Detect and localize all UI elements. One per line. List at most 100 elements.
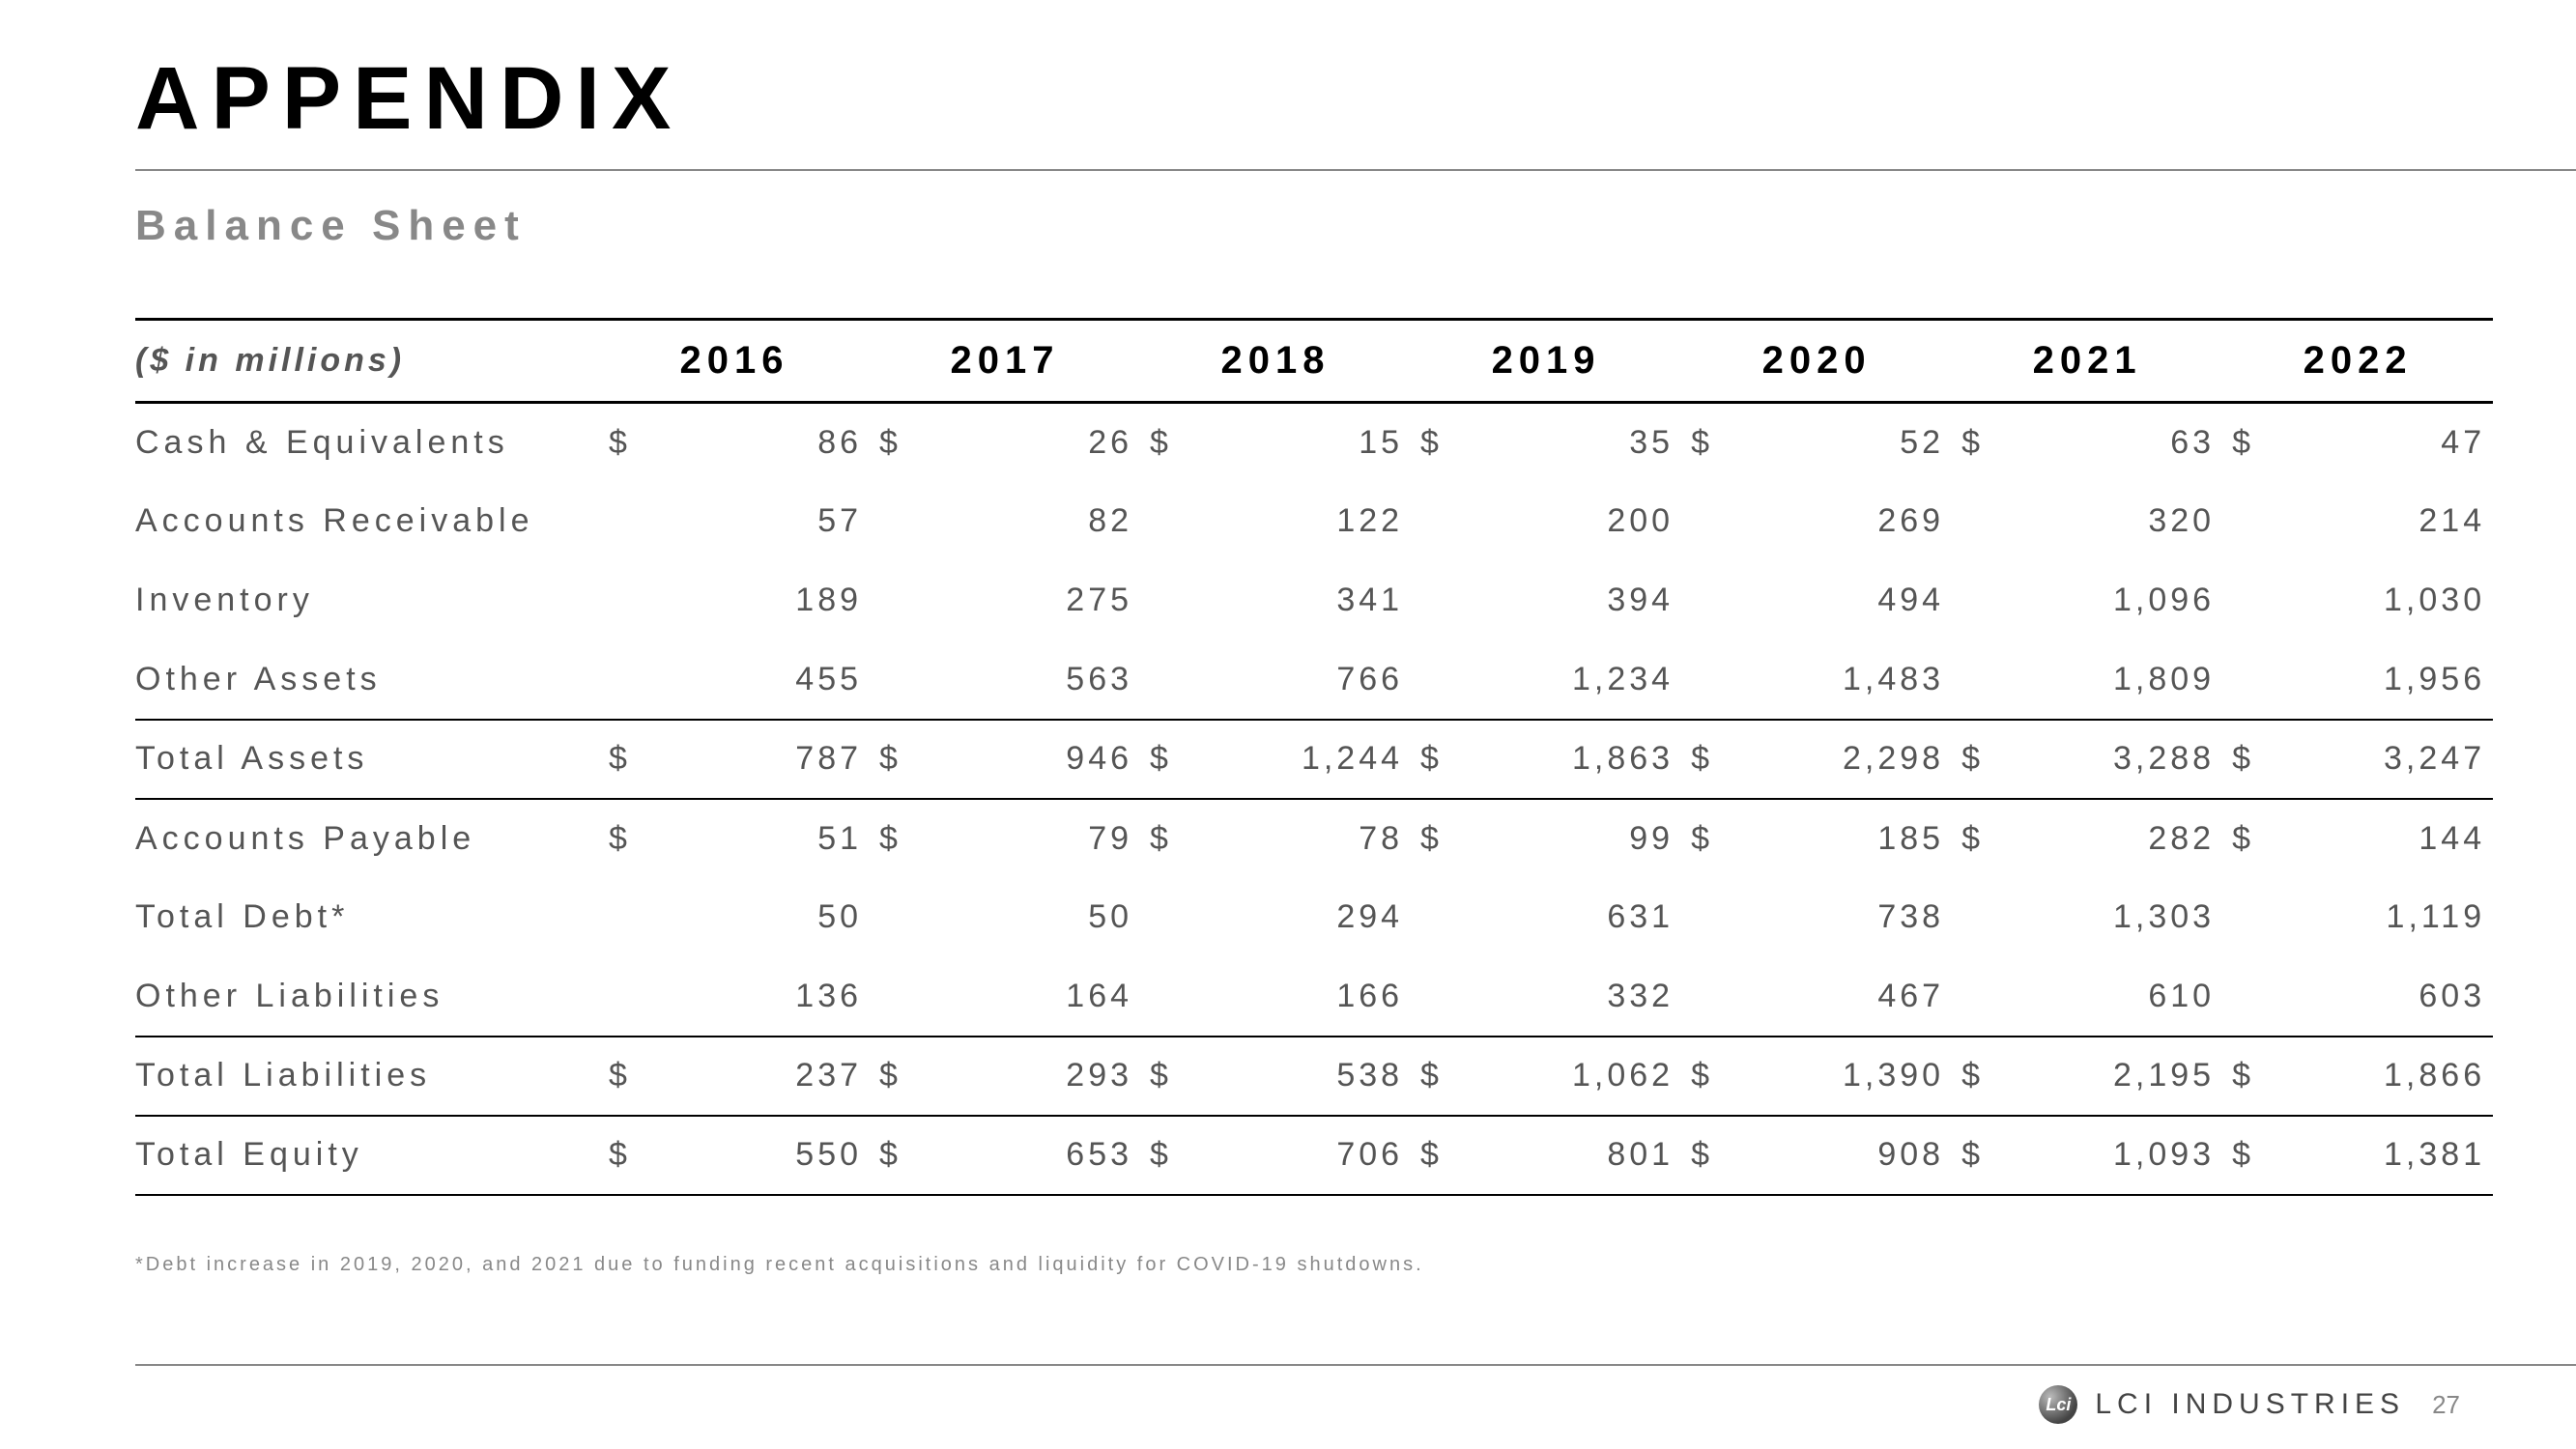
table-row: Other Assets4555637661,2341,4831,8091,95… <box>135 640 2493 720</box>
cell-value: 787 <box>647 720 870 799</box>
currency-symbol: $ <box>599 403 647 482</box>
cell-value: 455 <box>647 640 870 720</box>
currency-symbol <box>1411 640 1459 720</box>
currency-symbol <box>1140 482 1188 561</box>
cell-value: 1,390 <box>1730 1037 1952 1116</box>
cell-value: 189 <box>647 561 870 640</box>
cell-value: 50 <box>647 878 870 957</box>
currency-symbol <box>599 482 647 561</box>
currency-symbol: $ <box>1140 1037 1188 1116</box>
currency-symbol: $ <box>1952 1037 2000 1116</box>
currency-symbol <box>599 561 647 640</box>
cell-value: 394 <box>1459 561 1681 640</box>
currency-symbol: $ <box>870 1116 918 1195</box>
currency-symbol: $ <box>870 799 918 878</box>
cell-value: 1,381 <box>2271 1116 2493 1195</box>
cell-value: 282 <box>2000 799 2222 878</box>
subtitle: Balance Sheet <box>135 202 2441 250</box>
cell-value: 51 <box>647 799 870 878</box>
currency-symbol: $ <box>1411 720 1459 799</box>
cell-value: 79 <box>918 799 1140 878</box>
cell-value: 47 <box>2271 403 2493 482</box>
cell-value: 706 <box>1188 1116 1411 1195</box>
cell-value: 946 <box>918 720 1140 799</box>
cell-value: 341 <box>1188 561 1411 640</box>
cell-value: 766 <box>1188 640 1411 720</box>
logo-icon: Lci <box>2039 1385 2077 1424</box>
currency-symbol: $ <box>599 1037 647 1116</box>
cell-value: 293 <box>918 1037 1140 1116</box>
currency-symbol: $ <box>1681 799 1730 878</box>
currency-symbol <box>1952 482 2000 561</box>
currency-symbol <box>870 561 918 640</box>
cell-value: 1,809 <box>2000 640 2222 720</box>
cell-value: 200 <box>1459 482 1681 561</box>
currency-symbol: $ <box>1140 799 1188 878</box>
table-row: Inventory1892753413944941,0961,030 <box>135 561 2493 640</box>
currency-symbol <box>1140 640 1188 720</box>
row-label: Cash & Equivalents <box>135 403 599 482</box>
row-label: Total Equity <box>135 1116 599 1195</box>
currency-symbol <box>1681 561 1730 640</box>
currency-symbol: $ <box>2222 720 2271 799</box>
cell-value: 538 <box>1188 1037 1411 1116</box>
table-head: ($ in millions) 2016 2017 2018 2019 2020… <box>135 320 2493 403</box>
currency-symbol <box>2222 957 2271 1037</box>
cell-value: 1,956 <box>2271 640 2493 720</box>
row-label: Total Liabilities <box>135 1037 599 1116</box>
currency-symbol: $ <box>1952 799 2000 878</box>
currency-symbol <box>599 878 647 957</box>
cell-value: 563 <box>918 640 1140 720</box>
col-year: 2020 <box>1681 320 1952 403</box>
currency-symbol <box>870 957 918 1037</box>
cell-value: 144 <box>2271 799 2493 878</box>
currency-symbol <box>2222 482 2271 561</box>
cell-value: 2,195 <box>2000 1037 2222 1116</box>
cell-value: 3,288 <box>2000 720 2222 799</box>
currency-symbol: $ <box>1952 1116 2000 1195</box>
row-label: Inventory <box>135 561 599 640</box>
cell-value: 738 <box>1730 878 1952 957</box>
currency-symbol: $ <box>1681 403 1730 482</box>
currency-symbol: $ <box>1681 1037 1730 1116</box>
page-title: APPENDIX <box>135 48 2441 150</box>
footnote: *Debt increase in 2019, 2020, and 2021 d… <box>135 1254 2441 1276</box>
cell-value: 1,866 <box>2271 1037 2493 1116</box>
cell-value: 99 <box>1459 799 1681 878</box>
currency-symbol <box>1681 957 1730 1037</box>
cell-value: 52 <box>1730 403 1952 482</box>
row-label: Total Assets <box>135 720 599 799</box>
units-label: ($ in millions) <box>135 320 599 403</box>
currency-symbol: $ <box>1952 720 2000 799</box>
currency-symbol: $ <box>870 1037 918 1116</box>
cell-value: 164 <box>918 957 1140 1037</box>
currency-symbol <box>2222 878 2271 957</box>
cell-value: 2,298 <box>1730 720 1952 799</box>
cell-value: 467 <box>1730 957 1952 1037</box>
currency-symbol <box>1411 561 1459 640</box>
row-label: Other Assets <box>135 640 599 720</box>
cell-value: 1,096 <box>2000 561 2222 640</box>
currency-symbol <box>1681 878 1730 957</box>
currency-symbol <box>1411 482 1459 561</box>
currency-symbol: $ <box>1411 1037 1459 1116</box>
currency-symbol: $ <box>1140 1116 1188 1195</box>
row-label: Total Debt* <box>135 878 599 957</box>
cell-value: 26 <box>918 403 1140 482</box>
currency-symbol: $ <box>599 1116 647 1195</box>
cell-value: 294 <box>1188 878 1411 957</box>
currency-symbol <box>870 482 918 561</box>
cell-value: 275 <box>918 561 1140 640</box>
cell-value: 320 <box>2000 482 2222 561</box>
currency-symbol: $ <box>599 799 647 878</box>
currency-symbol <box>1681 482 1730 561</box>
currency-symbol: $ <box>1140 403 1188 482</box>
cell-value: 908 <box>1730 1116 1952 1195</box>
currency-symbol <box>1140 878 1188 957</box>
cell-value: 86 <box>647 403 870 482</box>
cell-value: 550 <box>647 1116 870 1195</box>
currency-symbol <box>1681 640 1730 720</box>
col-year: 2018 <box>1140 320 1411 403</box>
currency-symbol <box>870 640 918 720</box>
currency-symbol: $ <box>599 720 647 799</box>
